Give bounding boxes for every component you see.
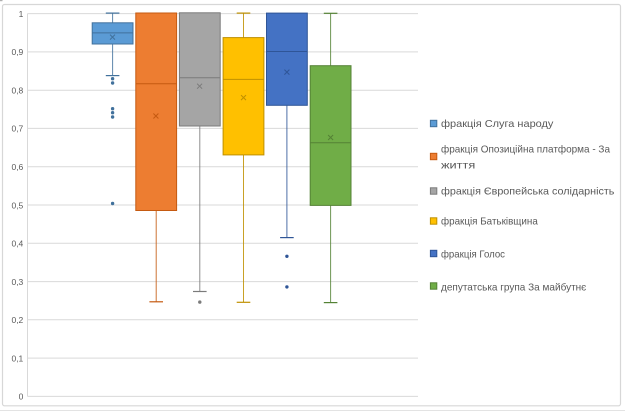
svg-text:0,5: 0,5 <box>11 200 23 210</box>
svg-text:фракція Опозиційна платформа -: фракція Опозиційна платформа - За <box>441 143 610 155</box>
svg-text:0,2: 0,2 <box>11 315 23 325</box>
svg-text:фракція Батьківщина: фракція Батьківщина <box>441 216 538 228</box>
svg-text:0,8: 0,8 <box>11 86 23 96</box>
svg-text:0,7: 0,7 <box>11 124 23 134</box>
svg-text:0,4: 0,4 <box>11 239 23 249</box>
svg-text:0: 0 <box>19 392 24 402</box>
svg-text:фракція Слуга народу: фракція Слуга народу <box>441 118 554 130</box>
svg-text:фракція Європейська солідарніс: фракція Європейська солідарність <box>441 186 615 198</box>
svg-text:депутатська група За майбутнє: депутатська група За майбутнє <box>441 281 587 293</box>
svg-text:фракція Голос: фракція Голос <box>441 248 505 260</box>
svg-text:0,6: 0,6 <box>11 162 23 172</box>
svg-text:0,1: 0,1 <box>11 353 23 363</box>
svg-text:життя: життя <box>441 159 475 171</box>
svg-text:1: 1 <box>19 9 24 19</box>
svg-text:0,9: 0,9 <box>11 47 23 57</box>
svg-text:0,3: 0,3 <box>11 277 23 287</box>
